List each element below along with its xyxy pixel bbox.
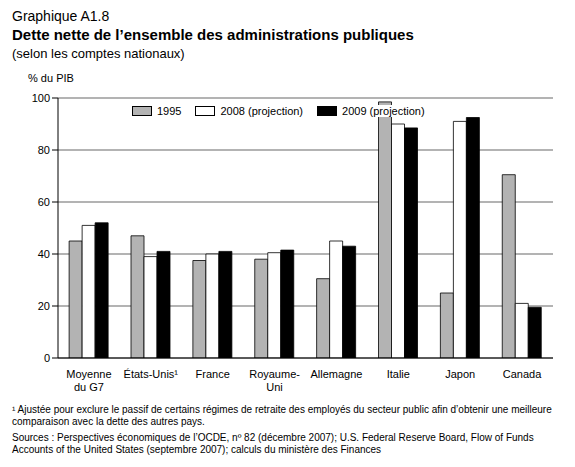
html-text:Sources : Perspectives économi: Sources : Perspectives économiques de l’…: [12, 432, 534, 455]
svg-text:Japon: Japon: [445, 368, 475, 380]
svg-text:France: France: [196, 368, 230, 380]
html-text:2009 (projection): 2009 (projection): [342, 105, 425, 117]
svg-text:Canada: Canada: [503, 368, 542, 380]
html-text:% du PIB: % du PIB: [28, 72, 74, 84]
svg-text:0: 0: [44, 352, 50, 364]
svg-text:Italie: Italie: [387, 368, 410, 380]
svg-text:80: 80: [38, 144, 50, 156]
svg-text:20: 20: [38, 300, 50, 312]
html-text:¹ Ajustée pour exclure le pass: ¹ Ajustée pour exclure le passif de cert…: [12, 404, 552, 427]
svg-text:Royaume-Uni: Royaume-Uni: [249, 368, 300, 393]
svg-text:60: 60: [38, 196, 50, 208]
svg-text:100: 100: [32, 92, 50, 104]
html-text:(selon les comptes nationaux): (selon les comptes nationaux): [12, 46, 185, 61]
html-text:1995: 1995: [157, 105, 182, 117]
svg-text:Moyennedu G7: Moyennedu G7: [66, 368, 111, 393]
html-text:Graphique A1.8: Graphique A1.8: [12, 8, 110, 24]
svg-text:Allemagne: Allemagne: [310, 368, 362, 380]
svg-text:40: 40: [38, 248, 50, 260]
html-text:2008 (projection): 2008 (projection): [220, 105, 303, 117]
html-text:Dette nette de l’ensemble des: Dette nette de l’ensemble des administra…: [12, 26, 414, 43]
svg-text:États-Unis¹: États-Unis¹: [124, 368, 179, 380]
